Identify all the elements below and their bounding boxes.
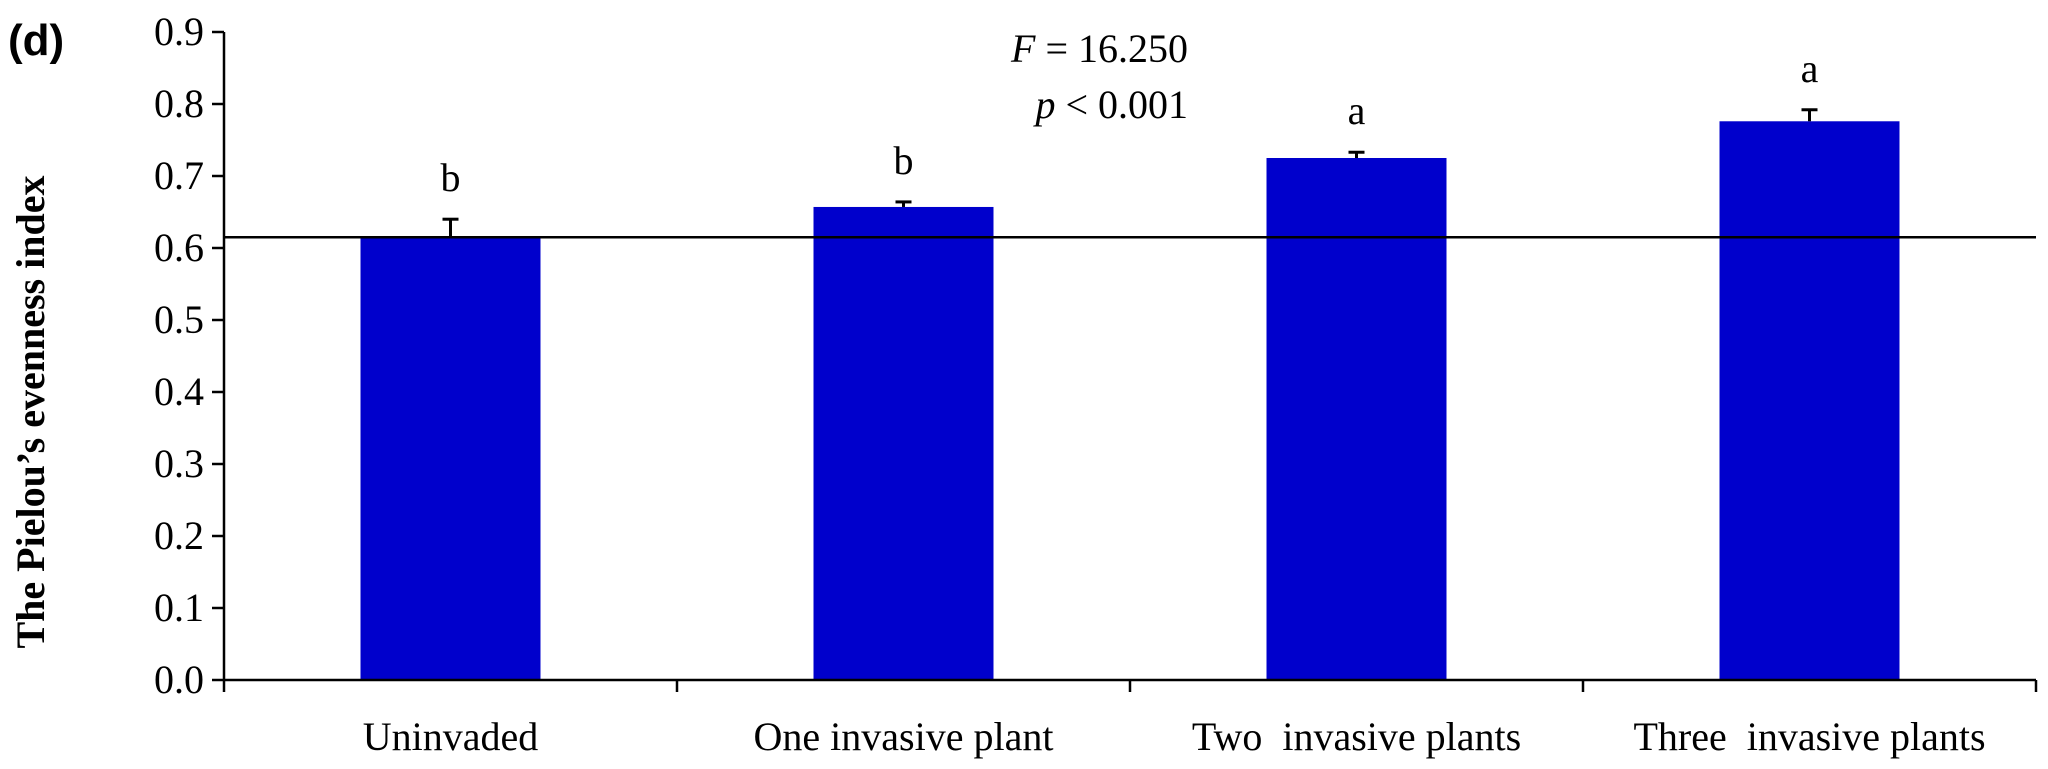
x-tick-label: One invasive plant <box>754 714 1054 759</box>
x-tick-label: Uninvaded <box>363 714 539 759</box>
y-tick-label: 0.7 <box>154 153 204 198</box>
stat-f-symbol: F <box>1010 26 1036 71</box>
bar <box>813 206 994 680</box>
y-tick-label: 0.8 <box>154 81 204 126</box>
y-tick-label: 0.3 <box>154 441 204 486</box>
significance-letter: a <box>1348 88 1366 133</box>
significance-letter: b <box>441 155 461 200</box>
significance-letter: a <box>1801 46 1819 91</box>
bar <box>1719 121 1900 680</box>
y-tick-label: 0.5 <box>154 297 204 342</box>
stat-p-value: < 0.001 <box>1055 82 1188 127</box>
stat-p-annotation: p < 0.001 <box>1032 82 1188 127</box>
stat-f-value: = 16.250 <box>1035 26 1188 71</box>
stat-f-annotation: F = 16.250 <box>1010 26 1188 71</box>
y-tick-label: 0.1 <box>154 585 204 630</box>
y-axis-label: The Pielou’s evenness index <box>8 176 53 649</box>
significance-letter: b <box>894 138 914 183</box>
stat-p-symbol: p <box>1032 82 1055 127</box>
x-tick-label: Two invasive plants <box>1192 714 1521 759</box>
axes-layer <box>212 30 2038 692</box>
y-tick-label: 0.2 <box>154 513 204 558</box>
bar <box>360 237 541 680</box>
y-tick-label: 0.9 <box>154 9 204 54</box>
x-tick-label: Three invasive plants <box>1633 714 1985 759</box>
y-tick-label: 0.6 <box>154 225 204 270</box>
panel-label: (d) <box>8 16 64 65</box>
labels-layer: b Uninvaded b One invasive plant a Two invasi… <box>154 9 1986 759</box>
y-tick-label: 0.4 <box>154 369 204 414</box>
y-tick-label: 0.0 <box>154 657 204 702</box>
bar <box>1266 158 1447 680</box>
bars-layer <box>360 108 1900 680</box>
